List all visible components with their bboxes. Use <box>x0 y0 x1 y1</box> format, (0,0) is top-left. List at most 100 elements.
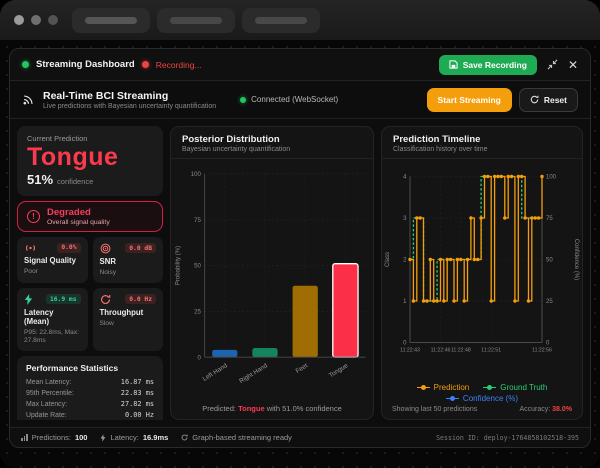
stat-row: Max Latency: 27.82 ms <box>26 400 154 409</box>
svg-text:2: 2 <box>403 258 407 264</box>
svg-text:11:22:51: 11:22:51 <box>481 348 501 354</box>
svg-text:Probability (%): Probability (%) <box>175 246 181 285</box>
showing-predictions-text: Showing last 50 predictions <box>392 406 478 413</box>
svg-text:11:22:46: 11:22:46 <box>431 348 451 354</box>
broadcast-icon <box>23 95 33 105</box>
svg-text:0: 0 <box>546 341 550 347</box>
timeline-subtitle: Classification history over time <box>393 146 488 153</box>
legend-prediction: Prediction <box>416 383 469 392</box>
warning-icon: ! <box>27 209 40 223</box>
svg-text:0: 0 <box>403 341 407 347</box>
window-control-dot[interactable] <box>14 15 24 25</box>
svg-text:25: 25 <box>194 310 201 316</box>
current-prediction-label: Current Prediction <box>27 134 88 143</box>
legend-confidence: Confidence (%) <box>445 394 518 403</box>
page-background: Streaming Dashboard Recording... Save Re… <box>0 40 600 468</box>
bci-subtitle: Live predictions with Bayesian uncertain… <box>43 102 217 110</box>
alert-title: Degraded <box>47 206 91 218</box>
streaming-ready-status: Graph-based streaming ready <box>181 433 292 442</box>
svg-text:50: 50 <box>194 264 201 270</box>
window-controls <box>14 15 58 25</box>
dashboard-title: Streaming Dashboard <box>36 59 135 70</box>
svg-text:Left Hand: Left Hand <box>202 362 229 383</box>
svg-text:Feet: Feet <box>295 362 310 375</box>
close-button[interactable]: ✕ <box>567 57 578 72</box>
svg-text:1: 1 <box>403 299 407 305</box>
dashboard-header: Streaming Dashboard Recording... Save Re… <box>10 49 590 81</box>
save-recording-button[interactable]: Save Recording <box>438 54 537 75</box>
reset-button[interactable]: Reset <box>518 87 578 112</box>
bar-chart-icon <box>21 434 28 441</box>
collapse-button[interactable] <box>547 59 558 70</box>
posterior-subtitle: Bayesian uncertainty quantification <box>182 146 291 153</box>
session-id: Session ID: deploy-1764858102518-395 <box>436 433 579 442</box>
performance-statistics-card: Performance Statistics Mean Latency: 16.… <box>17 356 163 420</box>
start-streaming-button[interactable]: Start Streaming <box>426 87 512 112</box>
browser-tab[interactable] <box>242 7 320 33</box>
svg-text:75: 75 <box>194 218 201 224</box>
svg-text:11:22:56: 11:22:56 <box>532 348 552 354</box>
accuracy-text: Accuracy: 38.0% <box>519 406 572 413</box>
snr-card: 0.0 dB SNR Noisy <box>92 236 163 283</box>
timeline-footer: Showing last 50 predictions Accuracy: 38… <box>382 406 582 419</box>
signal-waves-icon <box>26 244 35 251</box>
lightning-bolt-icon <box>101 433 106 442</box>
legend-marker <box>445 396 459 401</box>
svg-text:4: 4 <box>403 175 407 181</box>
throughput-badge: 0.0 Hz <box>125 294 156 305</box>
signal-quality-badge: 0.0% <box>57 242 81 253</box>
bci-streaming-header: Real-Time BCI Streaming Live predictions… <box>10 81 590 119</box>
browser-tab[interactable] <box>72 7 150 33</box>
stat-row: Update Rate: 0.00 Hz <box>26 411 154 420</box>
svg-text:100: 100 <box>191 172 202 178</box>
legend-marker <box>483 385 497 390</box>
save-icon <box>449 60 458 69</box>
signal-quality-card: 0.0% Signal Quality Poor <box>17 236 88 283</box>
signal-quality-alert: ! Degraded Overall signal quality <box>17 200 163 232</box>
svg-text:11:22:48: 11:22:48 <box>451 348 471 354</box>
connection-dot <box>240 96 247 103</box>
browser-chrome-bar <box>0 0 600 40</box>
snr-badge: 0.0 dB <box>125 243 156 254</box>
stat-row: 95th Percentile: 22.83 ms <box>26 389 154 398</box>
confidence-percent: 51% <box>27 171 54 187</box>
window-control-dot[interactable] <box>31 15 41 25</box>
svg-text:50: 50 <box>546 258 553 264</box>
bci-title: Real-Time BCI Streaming <box>43 89 169 102</box>
svg-text:25: 25 <box>546 299 553 305</box>
performance-statistics-title: Performance Statistics <box>26 363 119 374</box>
timeline-title: Prediction Timeline <box>393 134 481 145</box>
throughput-card: 0.0 Hz Throughput Slow <box>92 287 163 352</box>
confidence-label: confidence <box>57 176 94 186</box>
target-rings-icon <box>100 243 110 254</box>
svg-text:Class: Class <box>385 252 391 267</box>
prediction-timeline-panel: Prediction Timeline Classification histo… <box>381 126 583 420</box>
svg-text:0: 0 <box>198 355 202 361</box>
browser-tab[interactable] <box>157 7 235 33</box>
svg-text:3: 3 <box>403 216 407 222</box>
posterior-title: Posterior Distribution <box>182 134 280 145</box>
legend-marker <box>416 385 430 390</box>
window-control-dot[interactable] <box>48 15 58 25</box>
streaming-dashboard-app: Streaming Dashboard Recording... Save Re… <box>9 48 591 448</box>
lightning-bolt-icon <box>24 293 33 305</box>
prediction-footer: Predicted: Tongue with 51.0% confidence <box>202 404 342 413</box>
svg-text:Right Hand: Right Hand <box>238 362 269 385</box>
footer-predicted-class: Tongue <box>238 404 265 413</box>
timeline-step-chart: 0 1 2 3 4 0 25 50 75 100 11:22:43 11:22:46 11:22:48 1… <box>382 159 582 382</box>
recording-dot <box>141 61 149 68</box>
svg-text:Tongue: Tongue <box>328 362 350 379</box>
collapse-icon <box>547 59 558 70</box>
recording-status: Recording... <box>155 59 202 70</box>
latency-status: Latency: 16.9ms <box>100 433 168 442</box>
latency-badge: 16.9 ms <box>45 294 81 305</box>
status-dot-green <box>22 61 29 68</box>
timeline-legend: Prediction Ground Truth Confidence (%) <box>382 382 582 406</box>
stat-row: Mean Latency: 16.87 ms <box>26 378 154 387</box>
refresh-icon <box>530 95 539 104</box>
status-bar: Predictions: 100 Latency: 16.9ms Graph-b… <box>10 427 590 447</box>
svg-text:11:22:43: 11:22:43 <box>400 348 420 354</box>
alert-subtitle: Overall signal quality <box>47 218 110 226</box>
svg-text:Confidence (%): Confidence (%) <box>573 239 579 280</box>
